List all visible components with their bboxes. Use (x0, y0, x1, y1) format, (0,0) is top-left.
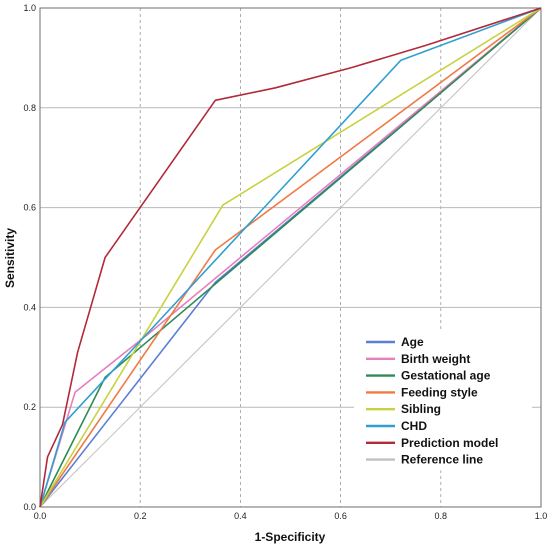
y-tick-label: 1.0 (23, 3, 36, 13)
legend-label: CHD (401, 419, 427, 433)
legend-label: Sibling (401, 402, 441, 416)
y-tick-label: 0.0 (23, 502, 36, 512)
series-line-prediction-model (39, 7, 542, 508)
series-line-reference-line (39, 7, 542, 508)
x-tick-label: 0.0 (34, 511, 47, 521)
legend-label: Feeding style (401, 385, 478, 399)
x-tick-label: 0.4 (234, 511, 247, 521)
y-tick-label: 0.8 (23, 103, 36, 113)
legend-label: Reference line (401, 453, 483, 467)
series-line-sibling (39, 7, 542, 508)
x-tick-label: 1.0 (535, 511, 548, 521)
x-tick-label: 0.2 (134, 511, 147, 521)
x-tick-label: 0.8 (435, 511, 448, 521)
y-tick-label: 0.2 (23, 402, 36, 412)
y-tick-label: 0.4 (23, 302, 36, 312)
legend: Age Birth weight Gestational age Feeding st… (354, 330, 532, 471)
plot-border (39, 7, 542, 508)
series-line-gestational-age (39, 7, 542, 508)
y-tick-label: 0.6 (23, 203, 36, 213)
tick-labels: 0.0 0.2 0.4 0.6 0.8 1.0 0.0 0.2 0.4 0.6 0.8 1.0 (23, 3, 547, 521)
legend-background (354, 330, 532, 471)
series-line-chd (39, 7, 542, 508)
plot-frame (39, 7, 542, 508)
x-tick-label: 0.6 (334, 511, 347, 521)
series-line-feeding-style (39, 7, 542, 508)
x-axis-title: 1-Specificity (255, 530, 326, 544)
legend-label: Gestational age (401, 369, 491, 383)
legend-label: Birth weight (401, 352, 470, 366)
series-lines (39, 7, 542, 508)
legend-label: Age (401, 335, 424, 349)
legend-label: Prediction model (401, 436, 498, 450)
y-axis-title: Sensitivity (3, 228, 17, 288)
